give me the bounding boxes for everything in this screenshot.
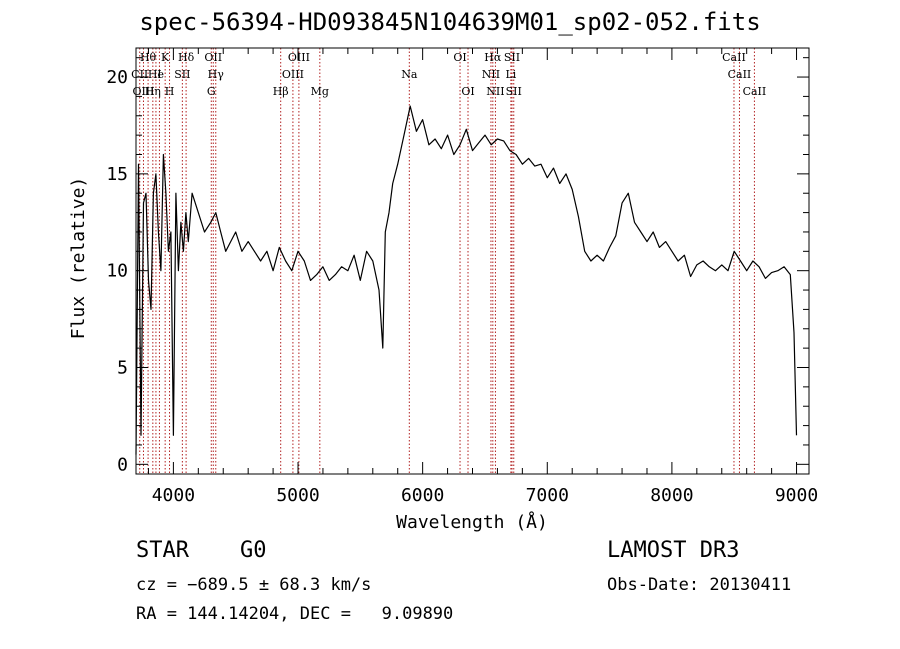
x-tick-label: 9000: [775, 485, 818, 506]
ra-dec: RA = 144.14204, DEC = 9.09890: [136, 604, 454, 624]
x-tick-label: 8000: [650, 485, 693, 506]
line-label-21: H: [165, 85, 175, 98]
line-label-11: I: [157, 68, 161, 81]
obs-date: Obs-Date: 20130411: [607, 575, 792, 595]
line-label-27: SII: [506, 85, 522, 98]
line-label-10: He: [148, 68, 164, 81]
redshift-text: cz = −689.5 ± 68.3 km/s: [136, 575, 372, 595]
line-label-6: Hα: [484, 51, 502, 64]
survey-name: LAMOST DR3: [607, 538, 740, 563]
line-markers: [139, 48, 755, 474]
object-subclass: G0: [240, 538, 267, 563]
line-label-20: Hη: [145, 85, 161, 98]
line-label-28: CaII: [743, 85, 767, 98]
axes: 4000 5000 6000 7000 8000 9000 0 5 10 15 20: [106, 47, 818, 506]
chart-title: spec-56394-HD093845N104639M01_sp02-052.f…: [139, 8, 761, 36]
y-axis-label: Flux (relative): [68, 177, 89, 340]
line-label-19: OIII: [132, 85, 154, 98]
line-label-13: Hγ: [208, 68, 225, 81]
y-tick-label: 15: [106, 164, 128, 185]
x-tick-label: 4000: [152, 485, 195, 506]
line-label-4: OIII: [288, 51, 310, 64]
plot-frame: [135, 47, 810, 475]
line-label-17: Li: [505, 68, 516, 81]
line-label-2: Hδ: [178, 51, 195, 64]
line-label-22: G: [207, 85, 216, 98]
line-label-25: OI: [461, 85, 474, 98]
object-class: STAR: [136, 538, 189, 563]
y-tick-label: 10: [106, 261, 128, 282]
line-label-26: NII: [486, 85, 504, 98]
x-tick-label: 5000: [276, 485, 319, 506]
line-label-24: Mg: [311, 85, 329, 98]
y-tick-label: 20: [106, 67, 128, 88]
line-label-3: OII: [204, 51, 222, 64]
line-label-8: CaII: [722, 51, 746, 64]
line-label-9: CII: [131, 68, 148, 81]
line-label-23: Hβ: [273, 85, 289, 98]
line-label-1: K: [161, 51, 170, 64]
line-label-16: NII: [482, 68, 500, 81]
line-label-7: SII: [504, 51, 520, 64]
line-label-0: Hθ: [140, 51, 157, 64]
line-label-5: OI: [453, 51, 466, 64]
line-label-12: SII: [174, 68, 190, 81]
line-label-18: CaII: [728, 68, 752, 81]
x-tick-label: 6000: [401, 485, 444, 506]
x-axis-label: Wavelength (Å): [396, 511, 548, 533]
x-tick-label: 7000: [526, 485, 569, 506]
spectrum-layer: [135, 105, 798, 455]
spectrum-line: [135, 105, 798, 455]
line-label-15: Na: [401, 68, 418, 81]
y-tick-label: 0: [117, 454, 128, 475]
line-label-14: OIII: [282, 68, 304, 81]
y-tick-label: 5: [117, 358, 128, 379]
